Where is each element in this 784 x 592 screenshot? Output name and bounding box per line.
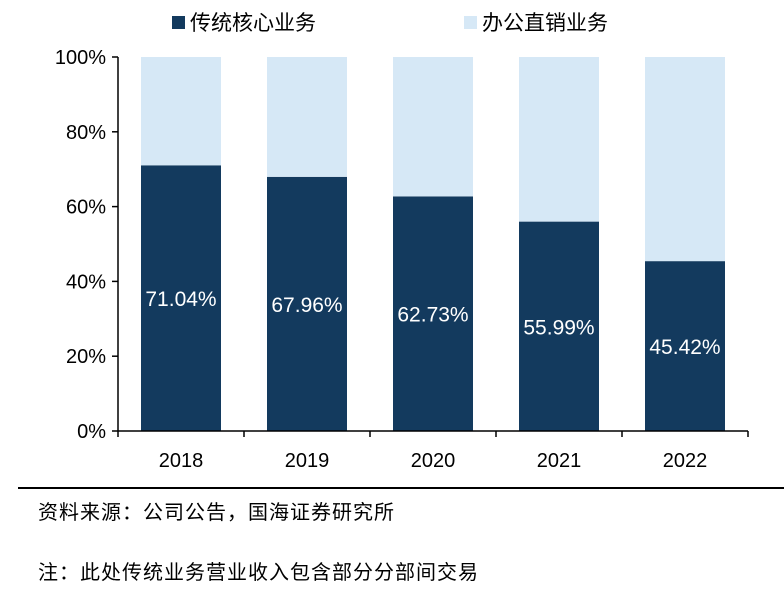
y-tick-label: 80% <box>66 122 106 144</box>
data-label-2020: 62.73% <box>397 304 468 327</box>
bar-2019-series-2 <box>267 57 347 177</box>
x-axis: 2018 2019 2020 2021 2022 <box>117 430 749 472</box>
chart-legend: 传统核心业务 办公直销业务 <box>172 12 608 35</box>
footnote: 注：此处传统业务营业收入包含部分分部间交易 <box>38 560 479 584</box>
bar-2021-series-1 <box>519 221 599 431</box>
x-tick-label-2018: 2018 <box>159 450 204 472</box>
y-tick-label: 100% <box>55 47 106 69</box>
y-tick-label: 20% <box>66 346 106 368</box>
legend-swatch-2 <box>464 16 477 29</box>
bar-2018-series-2 <box>141 57 221 166</box>
bar-2022-series-1 <box>645 261 725 431</box>
legend-label-2: 办公直销业务 <box>482 12 608 35</box>
y-tick-label: 60% <box>66 197 106 219</box>
bar-2021-series-2 <box>519 57 599 222</box>
y-axis: 0% 20% 40% 60% 80% 100% <box>55 47 119 443</box>
bar-2018-series-1 <box>141 165 221 431</box>
data-label-2021: 55.99% <box>523 316 594 339</box>
bar-2019-series-1 <box>267 176 347 431</box>
bar-2022-series-2 <box>645 57 725 262</box>
data-label-2018: 71.04% <box>145 288 216 311</box>
divider-line <box>18 487 784 489</box>
x-tick-label-2021: 2021 <box>537 450 582 472</box>
bar-2020-series-1 <box>393 196 473 431</box>
data-label-2022: 45.42% <box>649 336 720 359</box>
legend-swatch-1 <box>172 16 185 29</box>
x-tick-label-2020: 2020 <box>411 450 456 472</box>
x-tick-label-2022: 2022 <box>663 450 708 472</box>
x-tick-label-2019: 2019 <box>285 450 330 472</box>
data-labels: 71.04% 67.96% 62.73% 55.99% 45.42% <box>145 288 720 359</box>
source-note: 资料来源：公司公告，国海证券研究所 <box>38 500 395 524</box>
legend-label-1: 传统核心业务 <box>190 12 316 35</box>
bar-2020-series-2 <box>393 57 473 197</box>
y-tick-label: 40% <box>66 271 106 293</box>
y-tick-label: 0% <box>77 421 106 443</box>
data-label-2019: 67.96% <box>271 294 342 317</box>
stacked-bar-chart: 传统核心业务 办公直销业务 0% 20% 40% 60% 80% 100% 2018 2019… <box>55 12 749 472</box>
bars-group <box>141 57 725 431</box>
